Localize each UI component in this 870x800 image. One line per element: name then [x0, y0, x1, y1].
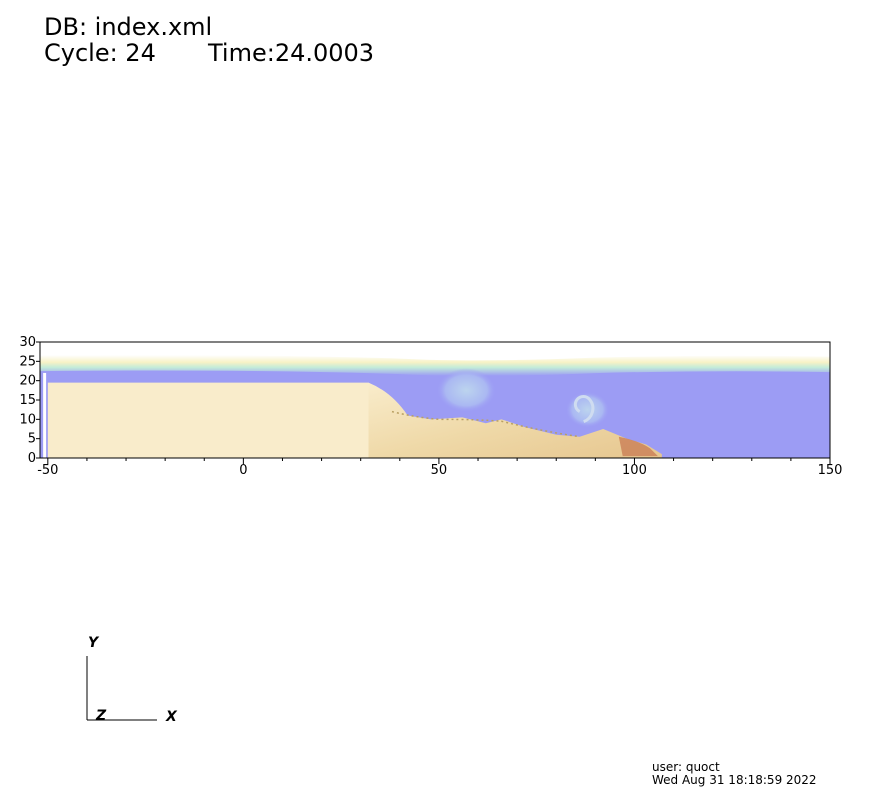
user-info: user: quoct: [652, 760, 720, 774]
x-axis: -50 0 50 100 150: [37, 458, 842, 478]
axes-triad: Y Z X: [86, 635, 178, 725]
cycle-value: Cycle: 24: [44, 39, 156, 67]
y-tick-label: 5: [28, 432, 36, 447]
vortex-swirl: [573, 395, 595, 424]
x-tick-label: 50: [431, 463, 448, 478]
deposit-head: [618, 436, 658, 457]
cycle-label: Cycle: 24 Time:24.0003: [44, 39, 374, 67]
timestamp: Wed Aug 31 18:18:59 2022: [652, 773, 817, 787]
x-tick-label: 150: [818, 463, 843, 478]
current-front-edge: [391, 410, 580, 438]
x-tick-label: 0: [239, 463, 247, 478]
x-tick-label: -50: [37, 463, 58, 478]
database-label: DB: index.xml: [44, 13, 213, 41]
triad-x-label: X: [165, 709, 178, 725]
y-tick-label: 25: [19, 354, 36, 369]
y-tick-label: 0: [28, 451, 36, 466]
inlet-wall: [43, 372, 47, 458]
sediment-block: [47, 382, 377, 458]
triad-y-label: Y: [88, 635, 100, 651]
vortex-large: [436, 368, 497, 413]
x-tick-label: 100: [622, 463, 647, 478]
y-tick-label: 20: [19, 374, 36, 389]
y-tick-label: 30: [19, 335, 36, 350]
time-label: Time:24.0003: [208, 39, 375, 67]
triad-z-label: Z: [95, 708, 107, 724]
y-axis: 0 5 10 15 20 25 30: [19, 335, 40, 466]
y-tick-label: 15: [19, 393, 36, 408]
y-tick-label: 10: [19, 412, 36, 427]
free-surface-band: [40, 355, 830, 376]
turbidity-current: [368, 382, 662, 458]
